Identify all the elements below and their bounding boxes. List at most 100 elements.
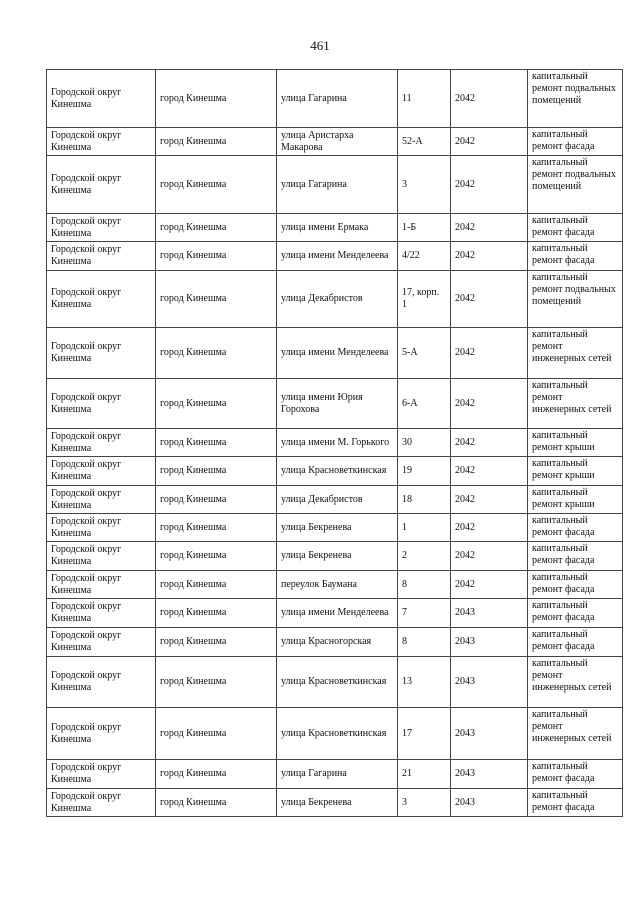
table-row: Городской округ Кинешма город Кинешма улиц… — [46, 127, 623, 156]
work-type-cell: капитальный ремонт фасада — [527, 541, 623, 571]
table-row: Городской округ Кинешма город Кинешма улиц… — [46, 456, 623, 486]
street-cell: улица Красноветкинская — [276, 707, 398, 760]
year-cell: 2042 — [450, 428, 528, 457]
street-cell: улица имени Менделеева — [276, 241, 398, 271]
year-cell: 2043 — [450, 598, 528, 628]
table-row: Городской округ Кинешма город Кинешма улиц… — [46, 788, 623, 817]
district-cell: Городской округ Кинешма — [46, 513, 156, 542]
house-number-cell: 17 — [397, 707, 451, 760]
district-cell: Городской округ Кинешма — [46, 241, 156, 271]
year-cell: 2042 — [450, 513, 528, 542]
district-cell: Городской округ Кинешма — [46, 759, 156, 789]
district-cell: Городской округ Кинешма — [46, 456, 156, 486]
work-type-cell: капитальный ремонт фасада — [527, 788, 623, 817]
work-type-cell: капитальный ремонт фасада — [527, 570, 623, 599]
house-number-cell: 21 — [397, 759, 451, 789]
street-cell: улица имени Ермака — [276, 213, 398, 242]
street-cell: улица Гагарина — [276, 759, 398, 789]
street-cell: улица Красноветкинская — [276, 656, 398, 708]
city-cell: город Кинешма — [155, 707, 277, 760]
district-cell: Городской округ Кинешма — [46, 707, 156, 760]
street-cell: улица имени Менделеева — [276, 327, 398, 379]
city-cell: город Кинешма — [155, 270, 277, 328]
house-number-cell: 18 — [397, 485, 451, 514]
work-type-cell: капитальный ремонт подвальных помещений — [527, 270, 623, 328]
district-cell: Городской округ Кинешма — [46, 327, 156, 379]
street-cell: улица Гагарина — [276, 155, 398, 214]
work-type-cell: капитальный ремонт инженерных сетей — [527, 378, 623, 429]
work-type-cell: капитальный ремонт фасада — [527, 598, 623, 628]
street-cell: улица Гагарина — [276, 69, 398, 128]
year-cell: 2042 — [450, 213, 528, 242]
street-cell: улица Бекренева — [276, 788, 398, 817]
house-number-cell: 3 — [397, 788, 451, 817]
table-row: Городской округ Кинешма город Кинешма улиц… — [46, 69, 623, 128]
year-cell: 2042 — [450, 485, 528, 514]
house-number-cell: 6-А — [397, 378, 451, 429]
year-cell: 2042 — [450, 270, 528, 328]
table-row: Городской округ Кинешма город Кинешма улиц… — [46, 485, 623, 514]
street-cell: улица Красноветкинская — [276, 456, 398, 486]
street-cell: переулок Баумана — [276, 570, 398, 599]
year-cell: 2042 — [450, 327, 528, 379]
house-number-cell: 1 — [397, 513, 451, 542]
house-number-cell: 11 — [397, 69, 451, 128]
house-number-cell: 19 — [397, 456, 451, 486]
year-cell: 2043 — [450, 627, 528, 657]
year-cell: 2042 — [450, 570, 528, 599]
work-type-cell: капитальный ремонт фасада — [527, 513, 623, 542]
table-row: Городской округ Кинешма город Кинешма пере… — [46, 570, 623, 599]
house-number-cell: 2 — [397, 541, 451, 571]
district-cell: Городской округ Кинешма — [46, 627, 156, 657]
district-cell: Городской округ Кинешма — [46, 378, 156, 429]
city-cell: город Кинешма — [155, 155, 277, 214]
work-type-cell: капитальный ремонт инженерных сетей — [527, 327, 623, 379]
city-cell: город Кинешма — [155, 213, 277, 242]
work-type-cell: капитальный ремонт фасада — [527, 127, 623, 156]
table-row: Городской округ Кинешма город Кинешма улиц… — [46, 378, 623, 429]
house-number-cell: 52-А — [397, 127, 451, 156]
street-cell: улица Бекренева — [276, 513, 398, 542]
table-row: Городской округ Кинешма город Кинешма улиц… — [46, 598, 623, 628]
district-cell: Городской округ Кинешма — [46, 213, 156, 242]
district-cell: Городской округ Кинешма — [46, 127, 156, 156]
house-number-cell: 1-Б — [397, 213, 451, 242]
work-type-cell: капитальный ремонт крыши — [527, 456, 623, 486]
house-number-cell: 5-А — [397, 327, 451, 379]
table-row: Городской округ Кинешма город Кинешма улиц… — [46, 759, 623, 789]
year-cell: 2043 — [450, 656, 528, 708]
table-row: Городской округ Кинешма город Кинешма улиц… — [46, 428, 623, 457]
work-type-cell: капитальный ремонт фасада — [527, 241, 623, 271]
year-cell: 2042 — [450, 155, 528, 214]
city-cell: город Кинешма — [155, 598, 277, 628]
street-cell: улица Бекренева — [276, 541, 398, 571]
work-type-cell: капитальный ремонт фасада — [527, 213, 623, 242]
city-cell: город Кинешма — [155, 759, 277, 789]
city-cell: город Кинешма — [155, 485, 277, 514]
repair-schedule-table: Городской округ Кинешма город Кинешма улиц… — [46, 69, 623, 817]
year-cell: 2042 — [450, 378, 528, 429]
table-row: Городской округ Кинешма город Кинешма улиц… — [46, 656, 623, 708]
house-number-cell: 17, корп. 1 — [397, 270, 451, 328]
city-cell: город Кинешма — [155, 456, 277, 486]
year-cell: 2043 — [450, 707, 528, 760]
street-cell: улица Аристарха Макарова — [276, 127, 398, 156]
house-number-cell: 8 — [397, 570, 451, 599]
house-number-cell: 13 — [397, 656, 451, 708]
house-number-cell: 8 — [397, 627, 451, 657]
city-cell: город Кинешма — [155, 69, 277, 128]
street-cell: улица Красногорская — [276, 627, 398, 657]
work-type-cell: капитальный ремонт подвальных помещений — [527, 69, 623, 128]
work-type-cell: капитальный ремонт подвальных помещений — [527, 155, 623, 214]
street-cell: улица имени М. Горького — [276, 428, 398, 457]
work-type-cell: капитальный ремонт инженерных сетей — [527, 656, 623, 708]
district-cell: Городской округ Кинешма — [46, 598, 156, 628]
city-cell: город Кинешма — [155, 428, 277, 457]
work-type-cell: капитальный ремонт крыши — [527, 485, 623, 514]
city-cell: город Кинешма — [155, 656, 277, 708]
year-cell: 2043 — [450, 788, 528, 817]
table-row: Городской округ Кинешма город Кинешма улиц… — [46, 513, 623, 542]
table-row: Городской округ Кинешма город Кинешма улиц… — [46, 241, 623, 271]
house-number-cell: 7 — [397, 598, 451, 628]
city-cell: город Кинешма — [155, 627, 277, 657]
